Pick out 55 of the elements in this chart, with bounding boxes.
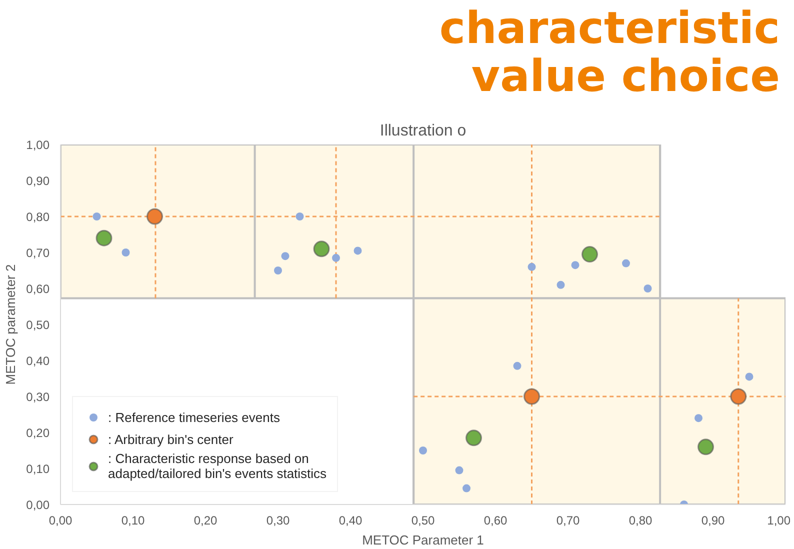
point — [582, 246, 598, 263]
point — [354, 246, 362, 255]
x-tick-label: 0,20 — [194, 514, 218, 528]
x-tick-label: 0,80 — [628, 514, 653, 528]
point — [122, 248, 130, 256]
point — [528, 262, 536, 271]
point — [466, 430, 482, 446]
y-tick-label: 1,00 — [26, 138, 50, 152]
y-tick-label: 0,20 — [26, 426, 50, 440]
point — [419, 446, 427, 454]
point — [622, 259, 630, 268]
point — [745, 372, 754, 381]
legend-label: : Characteristic response based on adapted/tailored bin's events statistics — [108, 451, 327, 481]
point — [556, 280, 565, 289]
x-axis-title: METOC Parameter 1 — [362, 532, 484, 548]
chart-title: Illustration o — [380, 122, 466, 140]
y-axis-title: METOC parameter 2 — [3, 264, 18, 385]
point — [281, 252, 290, 260]
y-tick-label: 0,80 — [26, 210, 50, 224]
y-tick-label: 0,90 — [26, 174, 50, 188]
point — [92, 212, 101, 220]
x-tick-label: 0,50 — [411, 514, 436, 528]
text: characteristic value choice — [438, 3, 780, 102]
point — [146, 208, 163, 225]
point — [96, 230, 112, 246]
legend-label: : Reference timeseries events — [108, 410, 280, 424]
y-tick-label: 0,70 — [26, 246, 50, 260]
y-tick-label: 0,40 — [26, 354, 50, 368]
point — [730, 388, 747, 405]
x-tick-label: 0,10 — [121, 514, 146, 528]
point — [462, 484, 470, 492]
point — [644, 284, 652, 292]
point — [698, 438, 714, 456]
y-tick-label: 0,50 — [26, 318, 50, 332]
point — [274, 266, 282, 274]
point — [455, 466, 464, 474]
x-tick-label: 0,00 — [48, 514, 73, 528]
y-tick-label: 0,10 — [26, 462, 50, 476]
point — [513, 362, 522, 370]
x-tick-label: 0,40 — [338, 514, 363, 528]
point — [332, 254, 340, 262]
point — [694, 414, 702, 422]
point — [571, 261, 580, 270]
legend-label: : Arbitrary bin's center — [108, 432, 234, 446]
y-tick-label: 0,00 — [26, 498, 50, 512]
x-tick-label: 1,00 — [767, 514, 791, 528]
x-tick-label: 0,30 — [266, 514, 290, 528]
point — [313, 240, 330, 258]
point — [296, 212, 304, 220]
x-tick-label: 0,70 — [556, 514, 580, 528]
y-tick-label: 0,30 — [26, 390, 50, 404]
point — [524, 388, 540, 405]
x-tick-label: 0,60 — [484, 514, 508, 528]
x-tick-label: 0,90 — [701, 514, 726, 528]
y-tick-label: 0,60 — [26, 282, 50, 296]
